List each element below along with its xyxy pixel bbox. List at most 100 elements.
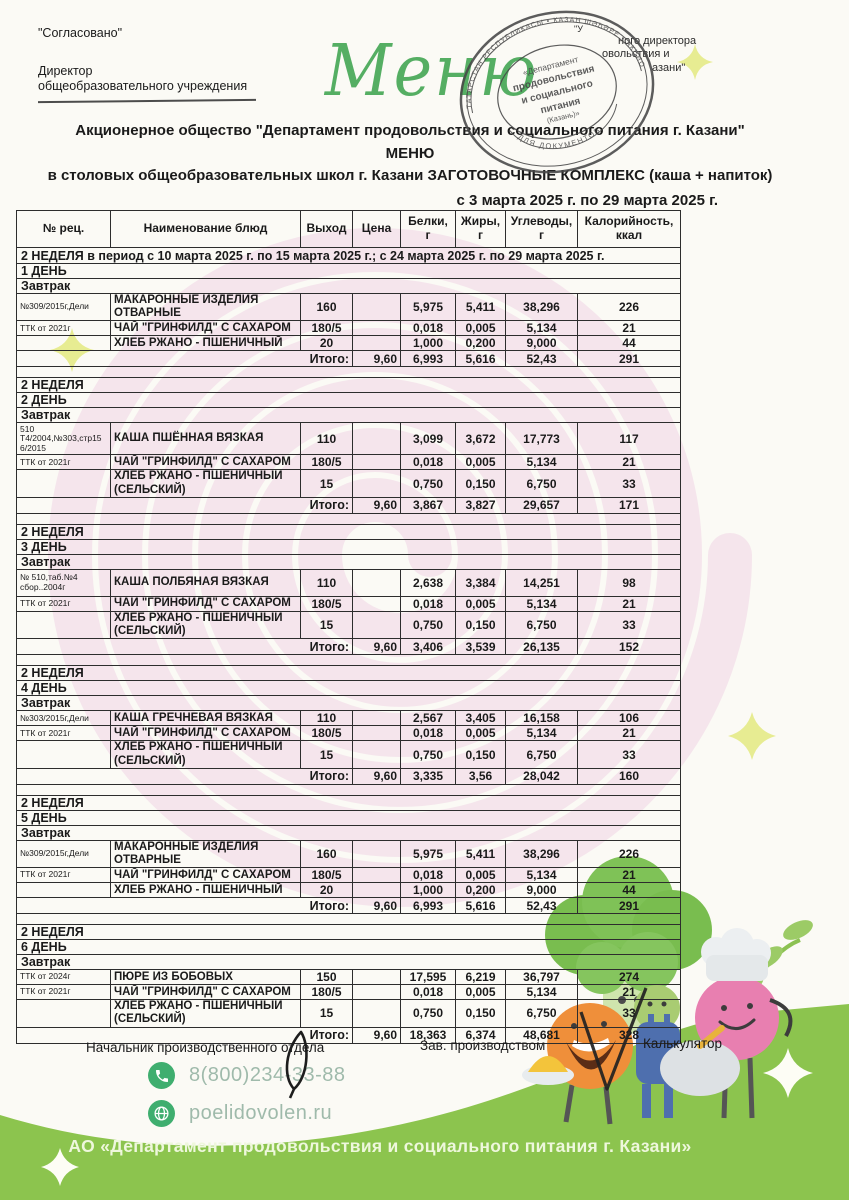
dish-out: 110	[300, 568, 353, 597]
dish-out: 180/5	[300, 595, 353, 612]
total-row: Итого: 9,60 6,993 5,616 52,43 291	[16, 350, 681, 368]
total-price: 9,60	[352, 897, 401, 915]
dish-row: ХЛЕБ РЖАНО - ПШЕНИЧНЫЙ (СЕЛЬСКИЙ) 15 0,7…	[16, 999, 681, 1028]
dish-protein: 0,750	[400, 610, 456, 640]
title-line-org: Акционерное общество "Департамент продов…	[75, 122, 745, 139]
dish-fat: 0,005	[455, 320, 506, 337]
dish-carbs: 9,000	[505, 882, 578, 899]
dish-carbs: 6,750	[505, 740, 578, 769]
dish-kcal: 21	[577, 867, 681, 884]
spacer-cell	[16, 654, 681, 667]
dish-name: ХЛЕБ РЖАНО - ПШЕНИЧНЫЙ	[110, 335, 301, 352]
spacer-cell	[16, 783, 681, 796]
dish-protein: 0,750	[400, 999, 456, 1028]
dish-name: ЧАЙ "ГРИНФИЛД" С САХАРОМ	[110, 984, 301, 1001]
dish-kcal: 21	[577, 984, 681, 1001]
day-label: 2 ДЕНЬ	[16, 392, 681, 409]
dish-fat: 5,411	[455, 292, 506, 322]
dish-price	[352, 710, 401, 727]
dish-fat: 6,219	[455, 969, 506, 986]
spacer-row	[16, 512, 681, 525]
dish-fat: 0,005	[455, 595, 506, 612]
recipe-ref: №309/2015г,Дели	[16, 292, 111, 322]
week-banner: 2 НЕДЕЛЯ	[16, 377, 681, 394]
dish-protein: 0,018	[400, 867, 456, 884]
dish-kcal: 33	[577, 610, 681, 640]
phone-number[interactable]: 8(800)234-33-88	[189, 1064, 346, 1086]
meal-label: Завтрак	[16, 407, 681, 424]
dish-price	[352, 867, 401, 884]
menu-day-section: 2 НЕДЕЛЯ 3 ДЕНЬ Завтрак № 510,таб.№4 сбо…	[16, 523, 681, 667]
col-header-carbs: Углеводы, г	[505, 210, 578, 248]
dish-price	[352, 320, 401, 337]
total-label: Итого:	[16, 1026, 353, 1044]
col-header-dish: Наименование блюд	[110, 210, 301, 248]
title-line-scope: в столовых общеобразовательных школ г. К…	[47, 167, 773, 184]
col-header-out: Выход	[300, 210, 353, 248]
dish-name: ХЛЕБ РЖАНО - ПШЕНИЧНЫЙ (СЕЛЬСКИЙ)	[110, 469, 301, 498]
total-protein: 3,406	[400, 638, 456, 656]
dish-out: 180/5	[300, 320, 353, 337]
total-carbs: 52,43	[505, 897, 578, 915]
recipe-ref	[16, 469, 111, 498]
dish-protein: 2,567	[400, 710, 456, 727]
dish-kcal: 21	[577, 725, 681, 742]
dish-kcal: 106	[577, 710, 681, 727]
dish-kcal: 274	[577, 969, 681, 986]
total-row: Итого: 9,60 3,406 3,539 26,135 152	[16, 638, 681, 656]
menu-period: с 3 марта 2025 г. по 29 марта 2025 г.	[456, 191, 718, 209]
week-banner: 2 НЕДЕЛЯ	[16, 523, 681, 540]
website-url[interactable]: poelidovolen.ru	[189, 1102, 333, 1124]
menu-day-section: 2 НЕДЕЛЯ 2 ДЕНЬ Завтрак 510 Т4/2004,№303…	[16, 377, 681, 525]
total-fat: 5,616	[455, 350, 506, 368]
dish-carbs: 5,134	[505, 984, 578, 1001]
dish-carbs: 5,134	[505, 595, 578, 612]
col-header-kcal: Калорийность, ккал	[577, 210, 681, 248]
dish-protein: 0,018	[400, 320, 456, 337]
total-price: 9,60	[352, 496, 401, 514]
total-kcal: 152	[577, 638, 681, 656]
dish-kcal: 44	[577, 882, 681, 899]
spacer-row	[16, 366, 681, 379]
dish-carbs: 5,134	[505, 454, 578, 471]
menu-day-section: 2 НЕДЕЛЯ 4 ДЕНЬ Завтрак №303/2015г,Дели …	[16, 665, 681, 796]
dish-kcal: 21	[577, 320, 681, 337]
total-price: 9,60	[352, 350, 401, 368]
spacer-row	[16, 783, 681, 796]
total-price: 9,60	[352, 638, 401, 656]
recipe-ref: ТТК от 2021г	[16, 454, 111, 471]
dish-carbs: 6,750	[505, 999, 578, 1028]
dish-price	[352, 454, 401, 471]
dish-protein: 0,018	[400, 984, 456, 1001]
dish-price	[352, 740, 401, 769]
dish-row: №309/2015г,Дели МАКАРОННЫЕ ИЗДЕЛИЯ ОТВАР…	[16, 292, 681, 322]
menu-script-logo: Меню	[324, 28, 539, 113]
day-label: 3 ДЕНЬ	[16, 538, 681, 555]
dish-kcal: 44	[577, 335, 681, 352]
dish-kcal: 33	[577, 740, 681, 769]
dish-protein: 1,000	[400, 882, 456, 899]
dish-fat: 5,411	[455, 839, 506, 869]
dish-price	[352, 595, 401, 612]
recipe-ref: ТТК от 2021г	[16, 984, 111, 1001]
dish-row: №309/2015г,Дели МАКАРОННЫЕ ИЗДЕЛИЯ ОТВАР…	[16, 839, 681, 869]
dish-carbs: 5,134	[505, 725, 578, 742]
dish-kcal: 33	[577, 999, 681, 1028]
dish-price	[352, 725, 401, 742]
agreed-role-line1: Директор	[38, 63, 93, 78]
dish-row: ХЛЕБ РЖАНО - ПШЕНИЧНЫЙ 20 1,000 0,200 9,…	[16, 882, 681, 899]
dish-fat: 0,005	[455, 867, 506, 884]
week-banner: 2 НЕДЕЛЯ	[16, 665, 681, 682]
dish-price	[352, 292, 401, 322]
dish-out: 15	[300, 469, 353, 498]
dish-fat: 0,005	[455, 725, 506, 742]
total-carbs: 28,042	[505, 767, 578, 785]
total-kcal: 291	[577, 350, 681, 368]
dish-price	[352, 969, 401, 986]
dish-out: 15	[300, 999, 353, 1028]
dish-row: ТТК от 2021г ЧАЙ "ГРИНФИЛД" С САХАРОМ 18…	[16, 454, 681, 471]
dish-fat: 0,200	[455, 882, 506, 899]
dish-price	[352, 882, 401, 899]
dish-kcal: 21	[577, 595, 681, 612]
dish-kcal: 33	[577, 469, 681, 498]
